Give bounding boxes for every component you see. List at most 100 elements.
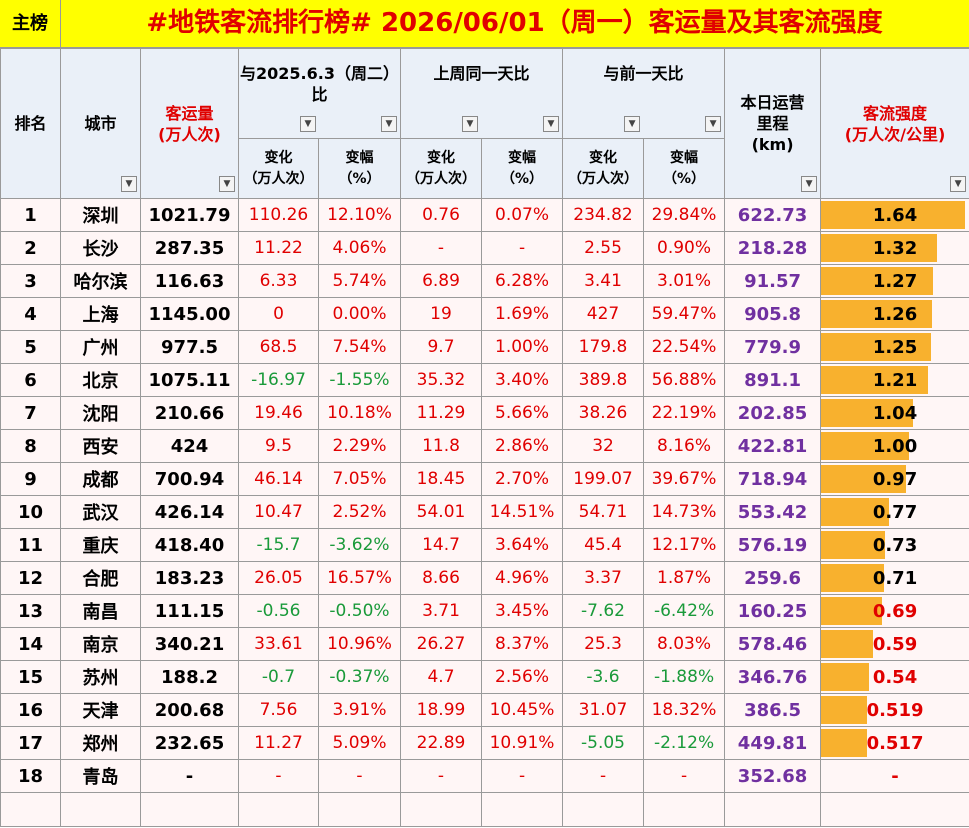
cell: -5.05 bbox=[562, 726, 645, 760]
cell: 12.17% bbox=[643, 528, 726, 562]
cell: 22.19% bbox=[643, 396, 726, 430]
intensity-value: 1.04 bbox=[872, 402, 918, 424]
filter-button[interactable]: ▼ bbox=[121, 176, 137, 192]
cell: -1.55% bbox=[318, 363, 401, 397]
cell: 10 bbox=[0, 495, 61, 529]
empty-row bbox=[0, 792, 969, 827]
empty-cell bbox=[238, 792, 319, 827]
cell: 3 bbox=[0, 264, 61, 298]
cell: 45.4 bbox=[562, 528, 645, 562]
empty-cell bbox=[724, 792, 822, 827]
cell: 7.54% bbox=[318, 330, 401, 364]
cell: 18.99 bbox=[400, 693, 482, 727]
header-text: (km) bbox=[751, 135, 794, 154]
cell: -2.12% bbox=[643, 726, 726, 760]
cell: 11.8 bbox=[400, 429, 482, 463]
filter-button[interactable]: ▼ bbox=[801, 176, 818, 192]
cell: 14 bbox=[0, 627, 61, 661]
tag: 主榜 bbox=[0, 0, 61, 47]
cell: 15 bbox=[0, 660, 61, 694]
header-text: 与前一天比 bbox=[603, 64, 684, 83]
column-subheader: 变化 （万人次） bbox=[238, 138, 319, 199]
cell: 32 bbox=[562, 429, 645, 463]
cell: 54.71 bbox=[562, 495, 645, 529]
cell: - bbox=[238, 759, 319, 793]
cell: 422.81 bbox=[724, 429, 822, 463]
cell: 3.01% bbox=[643, 264, 726, 298]
intensity-bar bbox=[821, 564, 884, 592]
cell: 340.21 bbox=[140, 627, 239, 661]
cell: -15.7 bbox=[238, 528, 319, 562]
cell: 合肥 bbox=[60, 561, 141, 595]
intensity-value: 0.69 bbox=[872, 600, 918, 622]
cell: 1.32 bbox=[820, 231, 969, 265]
cell: 11.29 bbox=[400, 396, 482, 430]
column-header: 排名 bbox=[0, 48, 61, 199]
column-header: 与2025.6.3（周二） 比 ▼ ▼ bbox=[238, 48, 401, 139]
empty-cell bbox=[60, 792, 141, 827]
cell: 0.77 bbox=[820, 495, 969, 529]
filter-button[interactable]: ▼ bbox=[219, 176, 235, 192]
cell: - bbox=[318, 759, 401, 793]
cell: 2 bbox=[0, 231, 61, 265]
cell: -16.97 bbox=[238, 363, 319, 397]
cell: - bbox=[400, 759, 482, 793]
cell: 1021.79 bbox=[140, 198, 239, 232]
header-text: 排名 bbox=[14, 114, 47, 133]
cell: 9.5 bbox=[238, 429, 319, 463]
intensity-value: 0.71 bbox=[872, 567, 918, 589]
cell: 210.66 bbox=[140, 396, 239, 430]
cell: 10.45% bbox=[480, 693, 564, 727]
filter-button[interactable]: ▼ bbox=[381, 116, 397, 132]
intensity-value: 1.00 bbox=[872, 435, 918, 457]
filter-button[interactable]: ▼ bbox=[950, 176, 967, 192]
cell: 259.6 bbox=[724, 561, 822, 595]
intensity-bar bbox=[821, 597, 882, 625]
cell: 46.14 bbox=[238, 462, 319, 496]
cell: 202.85 bbox=[724, 396, 822, 430]
cell: - bbox=[140, 759, 239, 793]
cell: 1075.11 bbox=[140, 363, 239, 397]
cell: 5 bbox=[0, 330, 61, 364]
column-subheader: 变化 （万人次） bbox=[562, 138, 645, 199]
data-row: 4 上海 1145.00 0 0.00% 19 1.69% 427 59.47% 905.8 1.2… bbox=[0, 297, 969, 331]
empty-cell bbox=[140, 792, 239, 827]
filter-button[interactable]: ▼ bbox=[705, 116, 722, 132]
cell: 1.00% bbox=[480, 330, 564, 364]
cell: 14.73% bbox=[643, 495, 726, 529]
cell: 232.65 bbox=[140, 726, 239, 760]
cell: 沈阳 bbox=[60, 396, 141, 430]
cell: 0.71 bbox=[820, 561, 969, 595]
cell: 8 bbox=[0, 429, 61, 463]
filter-button[interactable]: ▼ bbox=[300, 116, 316, 132]
cell: 0 bbox=[238, 297, 319, 331]
cell: 234.82 bbox=[562, 198, 645, 232]
cell: 576.19 bbox=[724, 528, 822, 562]
cell: 14.51% bbox=[480, 495, 564, 529]
data-row: 3 哈尔滨 116.63 6.33 5.74% 6.89 6.28% 3.41 3.01% 91.… bbox=[0, 264, 969, 298]
data-row: 16 天津 200.68 7.56 3.91% 18.99 10.45% 31.07 18.32… bbox=[0, 693, 969, 727]
cell: 22.89 bbox=[400, 726, 482, 760]
intensity-bar bbox=[821, 696, 867, 724]
cell: 6.28% bbox=[480, 264, 564, 298]
cell: 0.00% bbox=[318, 297, 401, 331]
empty-cell bbox=[643, 792, 726, 827]
intensity-bar bbox=[821, 267, 933, 295]
filter-button[interactable]: ▼ bbox=[624, 116, 641, 132]
cell: 346.76 bbox=[724, 660, 822, 694]
cell: -0.7 bbox=[238, 660, 319, 694]
cell: 426.14 bbox=[140, 495, 239, 529]
filter-button[interactable]: ▼ bbox=[543, 116, 560, 132]
cell: 553.42 bbox=[724, 495, 822, 529]
title: #地铁客流排行榜# 2026/06/01（周一）客运量及其客流强度 bbox=[146, 8, 883, 38]
cell: 0.54 bbox=[820, 660, 969, 694]
empty-cell bbox=[480, 792, 564, 827]
cell: -3.62% bbox=[318, 528, 401, 562]
filter-button[interactable]: ▼ bbox=[462, 116, 479, 132]
column-header: 上周同一天比 ▼ ▼ bbox=[399, 48, 564, 139]
cell: 22.54% bbox=[643, 330, 726, 364]
cell: 郑州 bbox=[60, 726, 141, 760]
cell: 17 bbox=[0, 726, 61, 760]
cell: 5.66% bbox=[480, 396, 564, 430]
intensity-value: 0.517 bbox=[866, 732, 924, 754]
